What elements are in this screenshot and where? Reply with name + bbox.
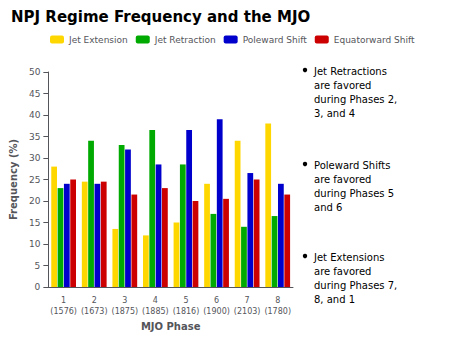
svg-text:Poleward Shift: Poleward Shift: [243, 35, 308, 45]
svg-text:during Phases 5: during Phases 5: [314, 188, 394, 199]
svg-text:(1673): (1673): [81, 307, 108, 316]
svg-text:10: 10: [29, 239, 41, 249]
svg-text:40: 40: [29, 110, 41, 120]
svg-text:50: 50: [29, 67, 41, 77]
svg-text:35: 35: [29, 132, 40, 142]
svg-text:3: 3: [122, 296, 127, 305]
svg-text:(1875): (1875): [111, 307, 138, 316]
svg-text:and 6: and 6: [314, 202, 342, 213]
svg-text:Frequency (%): Frequency (%): [8, 139, 19, 220]
svg-text:(1900): (1900): [203, 307, 230, 316]
svg-text:25: 25: [29, 175, 40, 185]
svg-text:Equatorward Shift: Equatorward Shift: [334, 35, 415, 45]
svg-text:30: 30: [29, 153, 41, 163]
svg-text:8: 8: [275, 296, 280, 305]
svg-text:Jet Extensions: Jet Extensions: [313, 252, 385, 263]
svg-text:15: 15: [29, 218, 40, 228]
svg-text:are favored: are favored: [314, 80, 371, 91]
svg-text:(1816): (1816): [173, 307, 200, 316]
svg-text:Poleward Shifts: Poleward Shifts: [314, 160, 390, 171]
svg-text:6: 6: [214, 296, 219, 305]
svg-text:Jet Retractions: Jet Retractions: [313, 66, 387, 77]
svg-text:during Phases 7,: during Phases 7,: [314, 280, 397, 291]
svg-text:8, and 1: 8, and 1: [314, 294, 355, 305]
svg-text:4: 4: [153, 296, 158, 305]
svg-text:3, and 4: 3, and 4: [314, 108, 355, 119]
svg-text:(2103): (2103): [234, 307, 261, 316]
svg-text:2: 2: [92, 296, 97, 305]
svg-text:are favored: are favored: [314, 266, 371, 277]
svg-text:Jet Retraction: Jet Retraction: [154, 35, 216, 45]
svg-text:7: 7: [245, 296, 250, 305]
svg-text:during Phases 2,: during Phases 2,: [314, 94, 397, 105]
svg-text:1: 1: [61, 296, 66, 305]
svg-text:Jet Extension: Jet Extension: [68, 35, 128, 45]
svg-text:(1576): (1576): [50, 307, 77, 316]
svg-text:20: 20: [29, 196, 41, 206]
svg-text:5: 5: [35, 261, 41, 271]
svg-text:MJO Phase: MJO Phase: [141, 321, 201, 332]
svg-text:45: 45: [29, 89, 40, 99]
svg-text:NPJ Regime Frequency and the M: NPJ Regime Frequency and the MJO: [11, 8, 310, 26]
svg-text:0: 0: [35, 282, 41, 292]
svg-text:(1780): (1780): [264, 307, 291, 316]
svg-text:(1885): (1885): [142, 307, 169, 316]
svg-text:are favored: are favored: [314, 174, 371, 185]
svg-text:5: 5: [183, 296, 188, 305]
